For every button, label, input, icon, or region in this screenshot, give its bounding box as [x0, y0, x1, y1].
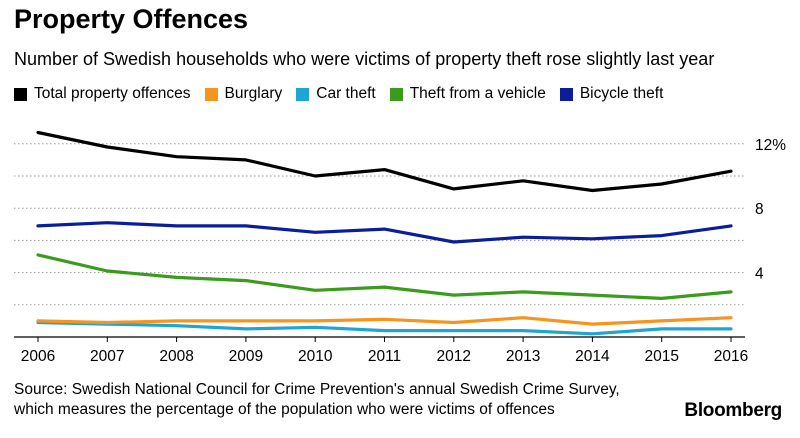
y-axis-tick-labels: 4 8 12% [755, 137, 786, 283]
x-tick-label: 2009 [229, 348, 263, 365]
legend-swatch-theft-from-vehicle [389, 87, 403, 101]
x-tick-label: 2008 [159, 348, 193, 365]
legend-item-total: Total property offences [14, 85, 191, 103]
series-lines [36, 130, 733, 336]
series-line-burglary [36, 316, 733, 326]
legend-item-car-theft: Car theft [296, 85, 376, 103]
x-tick-label: 2013 [506, 348, 540, 365]
source-line-2: which measures the percentage of the pop… [14, 401, 555, 418]
legend-label-theft-from-vehicle: Theft from a vehicle [409, 85, 546, 102]
source-note: Source: Swedish National Council for Cri… [14, 380, 674, 420]
legend-swatch-bicycle-theft [559, 87, 573, 101]
legend-label-burglary: Burglary [224, 85, 283, 102]
legend-label-total: Total property offences [34, 85, 191, 102]
x-tick-label: 2010 [298, 348, 333, 365]
chart-title: Property Offences [14, 4, 249, 34]
bloomberg-logo: Bloomberg [684, 400, 782, 421]
source-line-1: Source: Swedish National Council for Cri… [14, 381, 620, 398]
legend-swatch-burglary [204, 87, 218, 101]
legend-item-burglary: Burglary [204, 85, 283, 103]
legend-swatch-car-theft [296, 87, 310, 101]
x-tick-label: 2015 [644, 348, 678, 365]
series-line-car-theft [36, 320, 733, 336]
legend-swatch-total [14, 87, 27, 101]
x-tick-label: 2016 [714, 348, 748, 365]
chart-subtitle: Number of Swedish households who were vi… [14, 49, 715, 69]
grid-lines [14, 143, 745, 338]
x-axis-tick-labels: 2006 2007 2008 2009 2010 2011 2012 2013 2014 2015… [21, 337, 748, 365]
y-tick-label: 12% [755, 137, 786, 154]
x-tick-label: 2006 [21, 348, 55, 365]
x-tick-label: 2011 [368, 348, 401, 365]
legend-item-bicycle-theft: Bicycle theft [559, 85, 664, 103]
legend: Total property offences Burglary Car the… [14, 84, 677, 104]
series-line-total-property-offences [36, 130, 733, 193]
x-tick-label: 2012 [437, 348, 471, 365]
legend-label-bicycle-theft: Bicycle theft [579, 85, 664, 102]
y-tick-label: 8 [755, 201, 764, 218]
legend-item-theft-from-vehicle: Theft from a vehicle [389, 85, 546, 103]
y-tick-label: 4 [755, 266, 764, 283]
x-tick-label: 2007 [90, 348, 124, 365]
series-line-theft-from-a-vehicle [36, 253, 733, 300]
x-tick-label: 2014 [575, 348, 610, 365]
legend-label-car-theft: Car theft [316, 85, 376, 102]
series-line-bicycle-theft [36, 221, 733, 244]
